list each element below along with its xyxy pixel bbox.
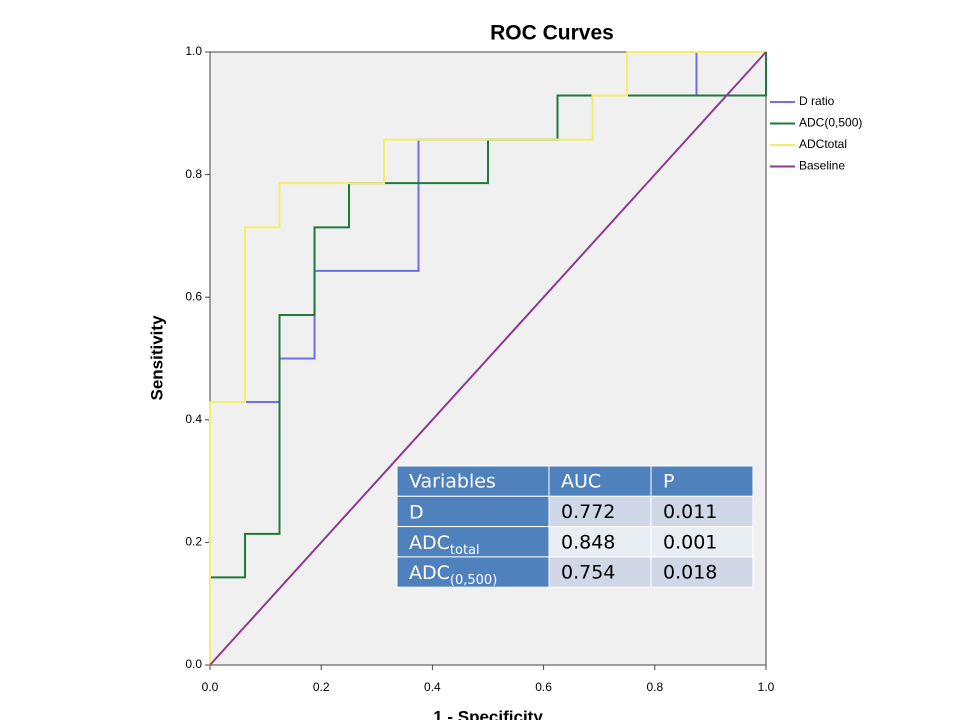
legend-label: D ratio [799,94,835,108]
y-axis-label: Sensitivity [147,315,166,401]
table-header: Variables [409,471,496,493]
table-header: AUC [561,471,601,493]
variable-name: ADC [409,531,450,553]
table-p: 0.011 [663,501,717,523]
y-tick-label: 1.0 [185,44,202,58]
x-tick-label: 0.4 [424,680,441,694]
x-tick-label: 0.2 [313,680,330,694]
y-tick-label: 0.4 [185,412,202,426]
table-cell [650,495,754,528]
chart-title: ROC Curves [490,22,614,45]
variable-subscript: total [450,542,480,557]
x-tick-label: 0.6 [535,680,552,694]
legend-label: ADCtotal [799,137,847,151]
table-p: 0.001 [663,531,717,553]
y-tick-label: 0.6 [185,289,202,303]
roc-line [209,52,767,665]
table-auc: 0.772 [561,501,615,523]
y-tick-label: 0.2 [185,535,202,549]
table-variable: ADCtotal [409,531,480,557]
y-tick-label: 0.8 [185,167,202,181]
table-p: 0.018 [663,562,717,584]
x-axis-label: 1 - Specificity [433,707,543,720]
table-auc: 0.848 [561,531,615,553]
table-header-cell [396,465,550,497]
table-cell [650,526,754,558]
roc-line [209,51,767,666]
x-tick-label: 0.8 [646,680,663,694]
table-variable: ADC(0,500) [409,562,497,588]
variable-name: ADC [409,562,450,584]
variable-name: D [409,501,424,523]
table-cell [650,556,754,588]
table-variable: D [409,501,424,523]
x-tick-label: 1.0 [758,680,775,694]
table-header: P [663,471,674,493]
y-tick-label: 0.0 [185,657,202,671]
table-header-cell [650,465,754,497]
table-auc: 0.754 [561,562,615,584]
table-row-header [396,526,550,558]
legend-label: Baseline [799,159,845,173]
variable-subscript: (0,500) [450,573,497,588]
x-tick-label: 0.0 [202,680,219,694]
roc-line [209,51,766,665]
legend-label: ADC(0,500) [799,116,862,130]
auc-table: Variables AUC P D 0.772 0.011 ADCtotal 0.848 0.0… [396,465,754,588]
table-header-cell [548,465,652,497]
